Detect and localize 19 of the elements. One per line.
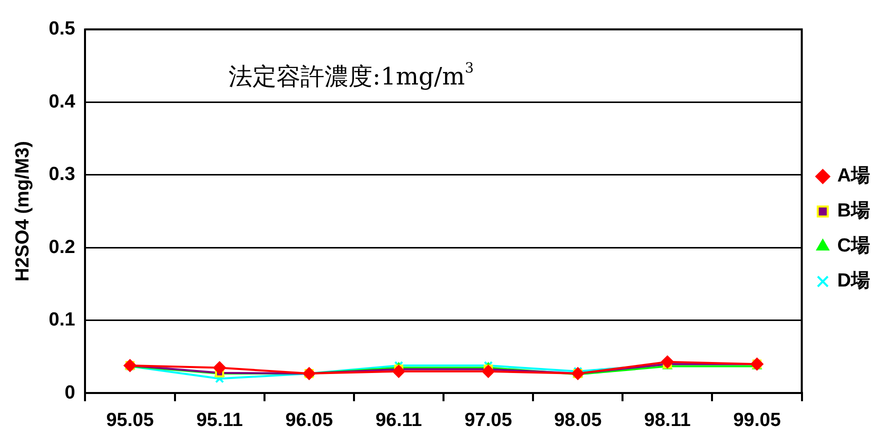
y-tick-label: 0.5 bbox=[48, 18, 76, 40]
legend-label: C場 bbox=[837, 236, 870, 257]
x-tick-label: 99.05 bbox=[733, 410, 782, 431]
legend-label: A場 bbox=[837, 166, 870, 187]
x-tick-label: 95.11 bbox=[196, 410, 244, 431]
x-tick-label: 98.05 bbox=[554, 410, 602, 431]
y-tick-label: 0.2 bbox=[48, 236, 76, 258]
legend-label: D場 bbox=[837, 270, 870, 292]
y-tick-label: 0.3 bbox=[48, 164, 76, 186]
y-axis-title: H2SO4 (mg/M3) bbox=[12, 141, 34, 282]
y-tick-label: 0.4 bbox=[48, 91, 76, 112]
legend-label: B場 bbox=[837, 200, 870, 222]
x-tick-label: 96.11 bbox=[375, 410, 422, 431]
y-tick-label: 0.1 bbox=[48, 310, 76, 331]
x-tick-label: 98.11 bbox=[644, 410, 692, 431]
y-tick-label: 0 bbox=[64, 382, 76, 404]
x-tick-label: 95.05 bbox=[106, 410, 154, 431]
x-tick-label: 96.05 bbox=[285, 410, 334, 431]
x-tick-label: 97.05 bbox=[464, 410, 512, 431]
